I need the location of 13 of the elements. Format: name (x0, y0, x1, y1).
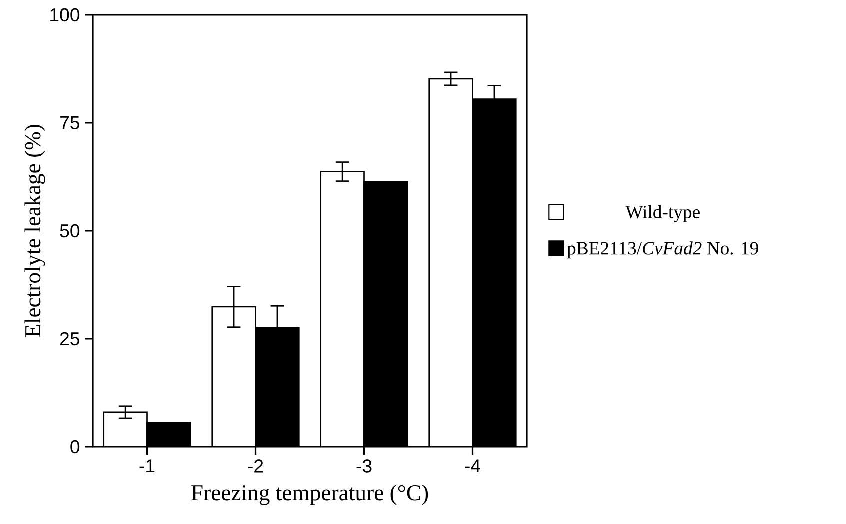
y-axis-title: Electrolyte leakage (%) (24, 124, 46, 338)
y-tick-label: 75 (60, 116, 80, 130)
y-tick-label: 0 (70, 440, 80, 454)
y-tick-label: 100 (50, 8, 80, 22)
x-tick-label: -1 (140, 460, 155, 473)
x-tick-label: -4 (465, 460, 480, 473)
x-tick-label: -3 (356, 460, 372, 473)
x-tick-label: -2 (248, 460, 264, 473)
legend-label: pBE2113/CvFad2 No. 19 (567, 242, 758, 259)
text: Wild-type (626, 205, 700, 222)
y-tick-label: 25 (60, 332, 80, 346)
y-tick-label: 50 (60, 224, 80, 238)
x-axis-title: Freezing temperature (°C) (192, 484, 428, 506)
